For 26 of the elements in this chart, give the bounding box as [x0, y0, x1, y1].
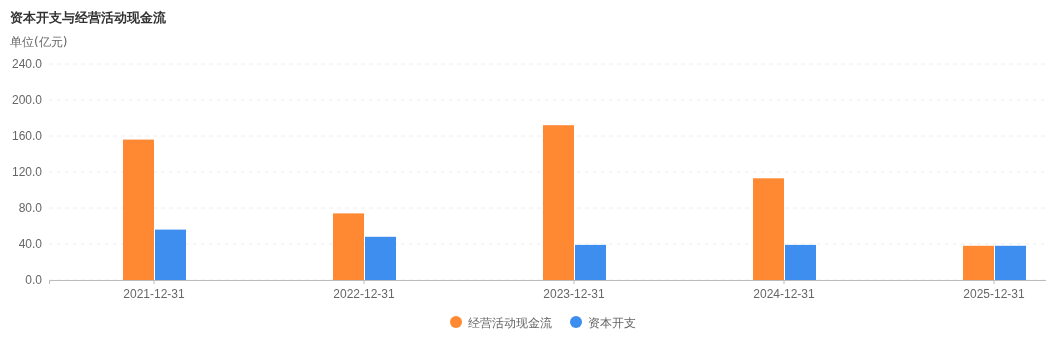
bar: [995, 245, 1026, 280]
bar: [365, 236, 396, 280]
bar: [123, 139, 154, 280]
y-tick-label: 120.0: [11, 165, 43, 180]
y-tick-label: 40.0: [18, 237, 43, 252]
y-tick-label: 0.0: [25, 273, 43, 288]
y-tick-label: 200.0: [11, 93, 43, 108]
legend-label: 经营活动现金流: [468, 315, 552, 330]
chart-title: 资本开支与经营活动现金流: [10, 10, 167, 25]
y-tick-label: 80.0: [18, 201, 43, 216]
x-tick-label: 2022-12-31: [333, 286, 396, 301]
y-tick-label: 240.0: [11, 57, 43, 72]
bar: [753, 178, 784, 280]
x-tick-label: 2024-12-31: [753, 286, 816, 301]
x-tick-label: 2021-12-31: [123, 286, 186, 301]
bar: [575, 244, 606, 280]
bar: [963, 245, 994, 280]
y-axis-title: 单位(亿元): [10, 35, 68, 49]
bar: [333, 213, 364, 280]
bar: [155, 229, 186, 280]
bar: [785, 244, 816, 280]
x-tick-label: 2023-12-31: [543, 286, 606, 301]
bar: [543, 125, 574, 280]
legend-label: 资本开支: [588, 315, 636, 330]
x-tick-label: 2025-12-31: [963, 286, 1026, 301]
y-tick-label: 160.0: [11, 129, 43, 144]
